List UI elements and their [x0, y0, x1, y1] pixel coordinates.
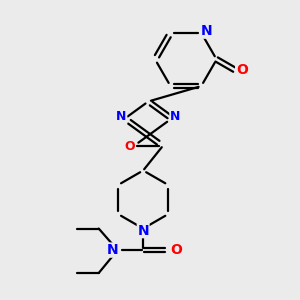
Text: N: N — [137, 224, 149, 238]
Text: O: O — [170, 243, 182, 257]
Text: N: N — [107, 243, 118, 257]
Text: N: N — [170, 110, 180, 123]
Text: N: N — [201, 24, 212, 38]
Text: O: O — [124, 140, 135, 153]
Text: N: N — [116, 110, 127, 123]
Text: O: O — [236, 63, 248, 77]
